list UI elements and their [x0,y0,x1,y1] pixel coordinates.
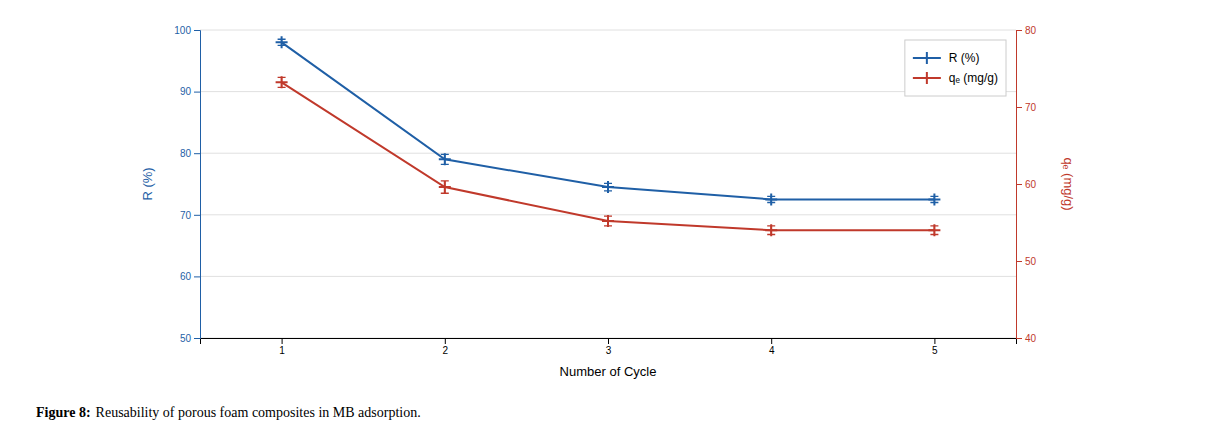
x-tick-mark [445,338,446,344]
x-tick-label: 2 [443,345,449,356]
legend-marker [921,72,933,84]
caption: Reusability of porous foam composites in… [96,405,421,420]
x-tick-label: 3 [606,345,612,356]
legend-box [905,40,1006,96]
x-tick: 1 [279,338,285,356]
marker [765,224,777,236]
x-tick: 3 [606,338,612,356]
chart: 1 2 3 4 5 50 60 70 80 90 100 40 50 60 70 80 Number of Cy… [0,0,1216,448]
y-tick-mark [194,338,200,339]
line [282,42,935,199]
y2-tick-label: 50 [1025,256,1037,267]
y-tick-mark [194,276,200,277]
x-axis-line [201,339,1017,345]
marker [276,76,288,88]
legend-item: qₑ (mg/g) [913,71,998,85]
grid-line [200,30,1016,31]
y-tick: 70 [180,210,200,221]
marker [602,181,614,193]
marker [276,36,288,48]
grid-line [200,91,1016,92]
x-tick-label: 4 [769,345,775,356]
y-tick-mark [194,153,200,154]
y-tick: 50 [180,333,200,344]
y2-axis-title: qₑ (mg/g) [1061,157,1076,210]
y2-tick: 40 [1016,333,1037,344]
series [276,76,941,236]
y-tick-label: 50 [180,333,192,344]
legend-label: qₑ (mg/g) [949,71,998,85]
x-tick: 2 [443,338,449,356]
y2-axis-line [1017,31,1023,339]
legend-label: R (%) [949,51,980,65]
marker [602,215,614,227]
marker [765,193,777,205]
y2-tick: 70 [1016,102,1037,113]
y2-tick-label: 70 [1025,102,1037,113]
x-tick-mark [282,338,283,344]
y2-tick-label: 80 [1025,25,1037,36]
y-tick: 80 [180,148,200,159]
y-axis-title: R (%) [140,167,155,200]
x-tick: 5 [932,338,938,356]
y-tick: 90 [180,86,200,97]
x-axis: 1 2 3 4 5 [201,338,1017,356]
x-tick-mark [608,338,609,344]
y-axis: 50 60 70 80 90 100 [174,25,200,344]
y2-tick-mark [1016,107,1022,108]
plot: 1 2 3 4 5 50 60 70 80 90 100 40 50 60 70 80 Number of Cy… [140,25,1076,379]
legend: R (%) qₑ (mg/g) [905,40,1006,96]
y-tick-label: 100 [174,25,191,36]
y2-tick-mark [1016,184,1022,185]
line [282,82,935,230]
marker [928,193,940,205]
y2-tick-label: 40 [1025,333,1037,344]
caption: Figure 8: [36,405,91,420]
grid-line [200,153,1016,154]
x-tick-mark [934,338,935,344]
y-tick-label: 60 [180,271,192,282]
x-tick-mark [771,338,772,344]
marker [928,224,940,236]
y2-tick: 50 [1016,256,1037,267]
grid-line [200,276,1016,277]
y-tick-label: 70 [180,210,192,221]
x-tick-label: 5 [932,345,938,356]
y-tick-mark [194,30,200,31]
y-tick-label: 90 [180,86,192,97]
x-axis-title: Number of Cycle [560,364,657,379]
legend-marker [921,52,933,64]
x-tick-label: 1 [279,345,285,356]
grid [200,30,1016,338]
marker [439,181,451,193]
y-tick-mark [194,215,200,216]
y-tick: 60 [180,271,200,282]
y2-tick-mark [1016,30,1022,31]
marker [439,153,451,165]
y2-tick-label: 60 [1025,179,1037,190]
x-tick: 4 [769,338,775,356]
y-tick: 100 [174,25,200,36]
y2-axis: 40 50 60 70 80 [1016,25,1037,344]
y-tick-label: 80 [180,148,192,159]
y2-tick-mark [1016,338,1022,339]
y-axis-line [194,31,201,339]
y2-tick: 80 [1016,25,1037,36]
series [276,36,941,205]
data-area [276,36,941,236]
y-tick-mark [194,92,200,93]
y2-tick-mark [1016,261,1022,262]
legend-item: R (%) [913,51,980,65]
y2-tick: 60 [1016,179,1037,190]
